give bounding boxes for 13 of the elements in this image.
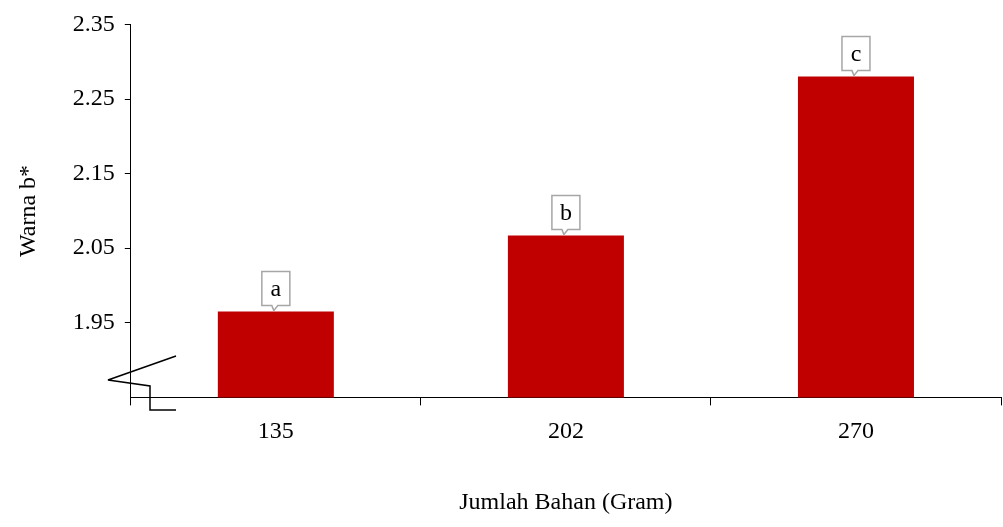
annotation: c [850,39,862,66]
y-axis-title: Warna b* [13,164,40,257]
y-tick-label: 1.95 [72,308,115,335]
x-axis-title: Jumlah Bahan (Gram) [459,487,673,514]
y-tick-label: 2.05 [72,233,115,260]
x-tick-label: 202 [547,417,584,444]
y-tick-label: 2.15 [72,158,115,185]
annotation: b [559,198,572,225]
annotation: a [270,274,282,301]
x-tick-label: 135 [257,417,294,444]
y-tick-label: 2.25 [72,84,115,111]
y-tick-label: 2.35 [72,9,115,36]
x-tick-label: 270 [837,417,874,444]
